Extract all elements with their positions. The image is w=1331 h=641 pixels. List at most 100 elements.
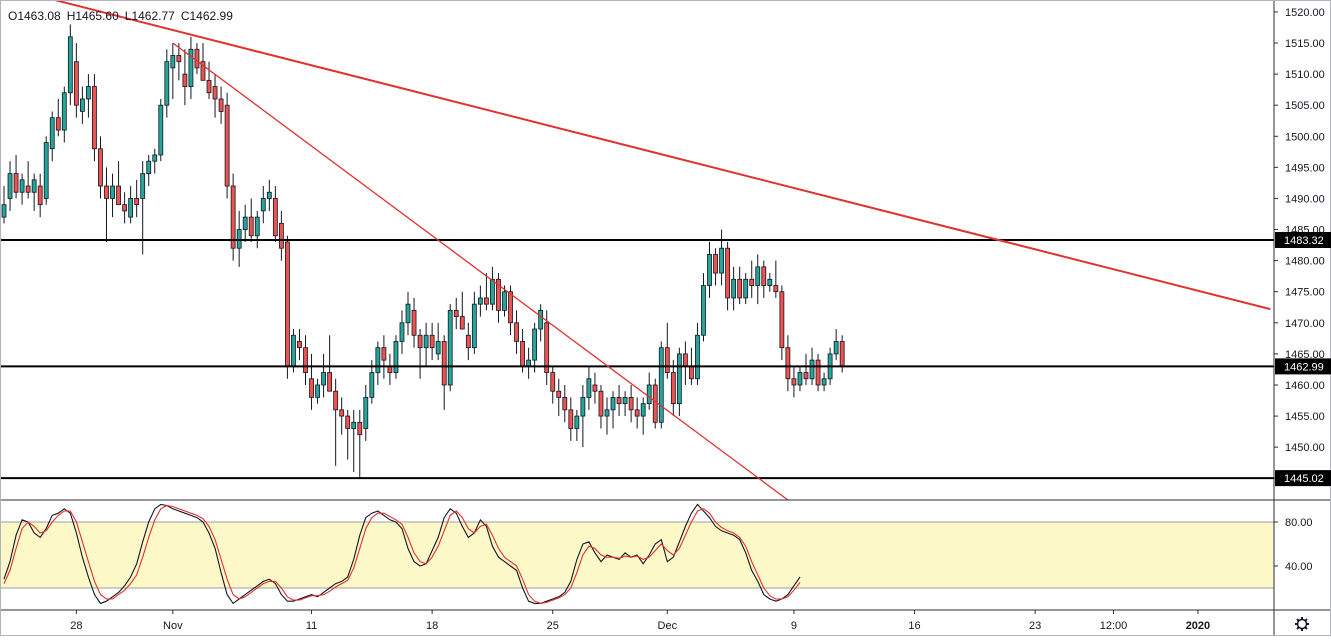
level-price-tag[interactable] xyxy=(1275,231,1331,248)
candle-body xyxy=(839,341,845,367)
candle-body xyxy=(1,204,7,218)
price-tick-label: 1480.00 xyxy=(1285,256,1325,268)
candle xyxy=(598,384,604,429)
candle-body xyxy=(218,98,224,112)
settings-gear-icon[interactable] xyxy=(1295,617,1309,631)
candle xyxy=(664,322,670,379)
stochastic-tick-label: 40.00 xyxy=(1285,561,1313,573)
candle-body xyxy=(471,303,477,349)
candle xyxy=(779,285,785,361)
candle-body xyxy=(140,173,146,199)
candle xyxy=(773,260,779,298)
candle-body xyxy=(640,403,646,417)
candle-body xyxy=(321,372,326,386)
candle xyxy=(188,36,194,99)
candle xyxy=(110,173,115,218)
candle xyxy=(701,273,706,342)
candle-body xyxy=(122,204,127,212)
candle xyxy=(459,291,465,330)
candle xyxy=(435,322,441,361)
candle xyxy=(122,192,127,224)
level-price-tag[interactable] xyxy=(1275,358,1331,375)
candle xyxy=(31,173,37,211)
candle xyxy=(98,136,103,199)
candle xyxy=(610,391,616,429)
gear-ring xyxy=(1296,618,1308,630)
candle-body xyxy=(369,372,375,398)
candle-body xyxy=(303,347,308,373)
trend-line[interactable] xyxy=(172,42,789,501)
candle xyxy=(19,173,25,205)
candle-body xyxy=(345,415,351,429)
time-tick-label: 25 xyxy=(547,620,559,632)
candle xyxy=(43,136,49,205)
candle xyxy=(1,186,7,224)
candle-body xyxy=(676,353,682,405)
candle xyxy=(333,378,339,466)
candle xyxy=(158,98,164,162)
stochastic-tick-label: 80.00 xyxy=(1285,517,1313,529)
candle-body xyxy=(628,397,634,411)
candle-body xyxy=(230,185,236,249)
level-price-tag[interactable] xyxy=(1275,470,1331,487)
candle xyxy=(737,266,743,305)
trend-lines[interactable] xyxy=(4,0,1271,501)
stochastic-axis[interactable]: 40.00 80.00 xyxy=(1274,517,1313,573)
candle-body xyxy=(194,48,200,69)
candle xyxy=(266,179,272,211)
candle-body xyxy=(116,185,121,206)
horizontal-levels[interactable] xyxy=(0,238,1274,480)
trend-line[interactable] xyxy=(4,0,1271,311)
candle-body xyxy=(206,79,212,94)
candle-body xyxy=(490,278,495,305)
candle xyxy=(357,409,363,479)
candle-body xyxy=(441,341,447,386)
candle xyxy=(544,310,550,385)
candle xyxy=(248,198,254,242)
candle-body xyxy=(363,397,369,429)
candle xyxy=(833,329,839,361)
candle-body xyxy=(815,359,821,386)
candle-body xyxy=(128,198,134,218)
candle-body xyxy=(399,322,405,342)
candle-body xyxy=(773,285,779,293)
price-tick-label: 1475.00 xyxy=(1285,287,1325,299)
candle xyxy=(224,92,230,199)
candle-body xyxy=(272,198,278,237)
candle-body xyxy=(477,297,483,305)
candle xyxy=(713,248,718,286)
candle xyxy=(303,335,308,385)
candle-body xyxy=(31,179,37,193)
ohlc-close: C1462.99 xyxy=(180,9,233,23)
candle xyxy=(586,366,592,410)
candle-body xyxy=(833,341,839,355)
candle-body xyxy=(725,247,730,299)
candle xyxy=(254,210,260,249)
candle xyxy=(749,260,755,298)
candle xyxy=(417,329,423,379)
candle xyxy=(640,397,646,435)
candle-body xyxy=(598,390,604,417)
candle xyxy=(670,360,676,417)
candle xyxy=(399,310,405,354)
candle xyxy=(815,353,821,392)
level-price-label: 1445.02 xyxy=(1284,473,1324,485)
price-axis[interactable]: 1450.00 1455.00 1460.00 1465.00 1470.00 1475.… xyxy=(1274,7,1331,487)
candle-body xyxy=(779,291,785,349)
candle-body xyxy=(459,316,465,330)
candle-body xyxy=(719,247,724,274)
time-axis[interactable]: 28 Nov 11 18 25 Dec 9 16 23 12:00 2020 xyxy=(70,610,1210,632)
candle-body xyxy=(508,291,513,324)
candle xyxy=(429,322,435,361)
candle-body xyxy=(339,409,345,417)
time-tick-label: 28 xyxy=(70,620,82,632)
candle-body xyxy=(43,142,49,199)
candle xyxy=(743,273,749,305)
candle xyxy=(616,384,622,417)
candle-body xyxy=(821,378,827,386)
candle-body xyxy=(104,185,109,199)
candle-body xyxy=(664,347,670,373)
candle xyxy=(92,74,97,162)
candle xyxy=(236,210,242,267)
